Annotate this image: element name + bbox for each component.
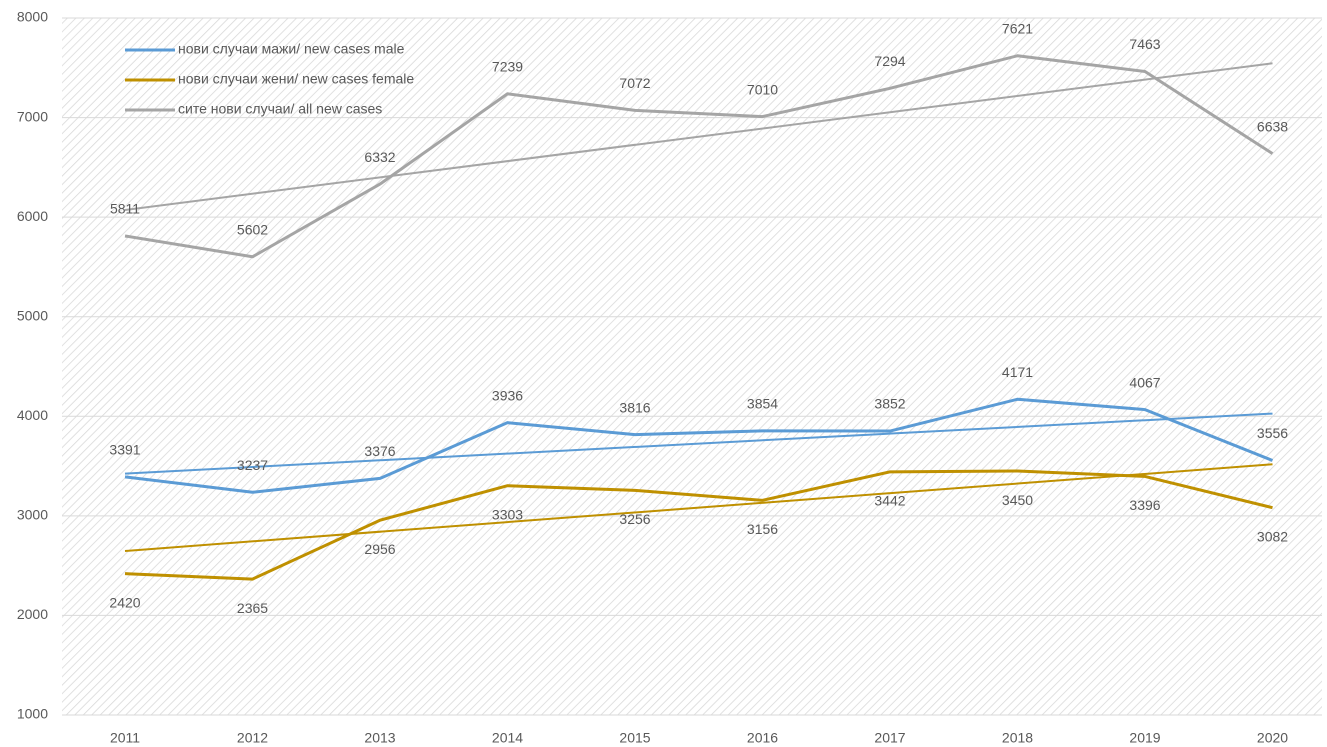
data-label: 3854 bbox=[747, 396, 778, 412]
trendline bbox=[124, 412, 1273, 475]
y-tick-label: 6000 bbox=[17, 208, 48, 224]
data-label: 3450 bbox=[1002, 492, 1033, 508]
y-tick-label: 3000 bbox=[17, 507, 48, 523]
data-label: 7072 bbox=[619, 75, 650, 91]
trendline bbox=[124, 463, 1273, 552]
data-label: 2365 bbox=[237, 600, 268, 616]
plot-area bbox=[62, 18, 1322, 715]
data-label: 3237 bbox=[237, 457, 268, 473]
data-label: 7463 bbox=[1129, 36, 1160, 52]
data-label: 3852 bbox=[874, 396, 905, 412]
trendline bbox=[124, 62, 1273, 212]
y-tick-label: 4000 bbox=[17, 407, 48, 423]
data-label: 3396 bbox=[1129, 497, 1160, 513]
x-tick-label: 2015 bbox=[619, 730, 650, 746]
legend-label: нови случаи жени/ new cases female bbox=[178, 71, 414, 87]
x-tick-label: 2016 bbox=[747, 730, 778, 746]
data-label: 3816 bbox=[619, 399, 650, 415]
x-tick-label: 2019 bbox=[1129, 730, 1160, 746]
data-label: 5602 bbox=[237, 221, 268, 237]
x-tick-label: 2013 bbox=[364, 730, 395, 746]
data-label: 3303 bbox=[492, 506, 523, 522]
data-label: 3556 bbox=[1257, 425, 1288, 441]
y-tick-label: 1000 bbox=[17, 706, 48, 722]
x-tick-label: 2012 bbox=[237, 730, 268, 746]
y-tick-label: 5000 bbox=[17, 307, 48, 323]
data-label: 6332 bbox=[364, 149, 395, 165]
y-tick-label: 2000 bbox=[17, 606, 48, 622]
data-label: 7010 bbox=[747, 81, 778, 97]
data-label: 6638 bbox=[1257, 118, 1288, 134]
x-tick-label: 2014 bbox=[492, 730, 523, 746]
x-tick-label: 2018 bbox=[1002, 730, 1033, 746]
data-label: 7621 bbox=[1002, 20, 1033, 36]
legend-label: нови случаи мажи/ new cases male bbox=[178, 41, 405, 57]
data-label: 3391 bbox=[109, 442, 140, 458]
data-label: 5811 bbox=[110, 201, 140, 217]
data-label: 4067 bbox=[1129, 374, 1160, 390]
series-line bbox=[124, 54, 1274, 259]
data-label: 3082 bbox=[1257, 528, 1288, 544]
y-tick-label: 8000 bbox=[17, 9, 48, 25]
data-label: 2420 bbox=[109, 594, 140, 610]
legend-label: сите нови случаи/ all new cases bbox=[178, 101, 382, 117]
data-label: 3156 bbox=[747, 521, 778, 537]
data-label: 7239 bbox=[492, 58, 523, 74]
data-label: 4171 bbox=[1002, 364, 1033, 380]
x-tick-label: 2011 bbox=[110, 730, 140, 746]
x-tick-label: 2020 bbox=[1257, 730, 1288, 746]
data-label: 3256 bbox=[619, 511, 650, 527]
series-line bbox=[124, 469, 1273, 581]
x-tick-label: 2017 bbox=[874, 730, 905, 746]
data-label: 2956 bbox=[364, 541, 395, 557]
data-label: 3936 bbox=[492, 387, 523, 403]
y-tick-label: 7000 bbox=[17, 108, 48, 124]
series-line bbox=[124, 397, 1274, 494]
data-label: 3442 bbox=[874, 493, 905, 509]
data-label: 3376 bbox=[364, 443, 395, 459]
data-label: 7294 bbox=[874, 53, 905, 69]
